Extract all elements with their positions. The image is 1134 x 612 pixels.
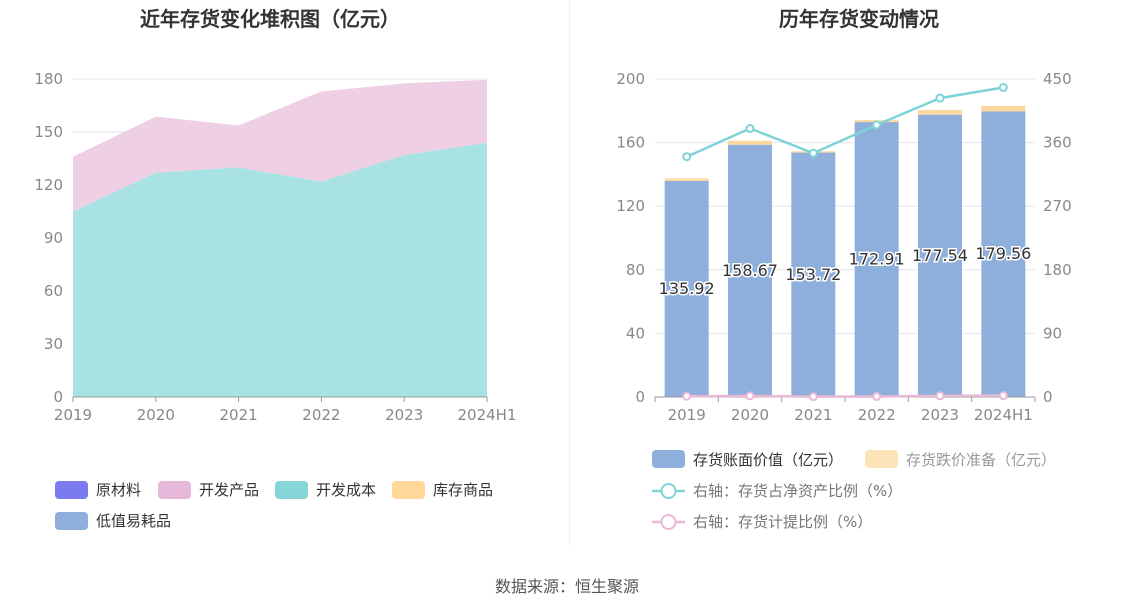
x-tick-label: 2021 xyxy=(220,406,258,424)
y-right-tick-label: 270 xyxy=(1043,197,1072,215)
line-point xyxy=(808,392,818,402)
y-left-tick-label: 160 xyxy=(616,134,645,152)
legend-line-marker xyxy=(660,514,677,530)
legend-line-marker xyxy=(660,483,677,499)
bar-book-value xyxy=(791,152,836,397)
line-point xyxy=(935,93,945,103)
legend-label: 开发产品 xyxy=(199,481,259,499)
legend-swatch xyxy=(392,481,425,499)
line-point xyxy=(682,391,692,401)
legend-swatch xyxy=(275,481,308,499)
y-left-tick-label: 0 xyxy=(635,388,645,406)
data-source-note: 数据来源：恒生聚源 xyxy=(494,577,639,596)
bar-value-label: 135.92 xyxy=(659,279,715,298)
legend-label: 存货跌价准备（亿元） xyxy=(906,451,1056,469)
y-right-tick-label: 0 xyxy=(1043,388,1053,406)
line-point xyxy=(872,392,882,402)
bar-value-label: 153.72 xyxy=(785,265,841,284)
y-tick-label: 180 xyxy=(34,70,63,88)
y-tick-label: 0 xyxy=(53,388,63,406)
y-tick-label: 150 xyxy=(34,123,63,141)
x-tick-label: 2024H1 xyxy=(458,406,517,424)
bar-book-value xyxy=(728,144,772,397)
x-tick-label: 2021 xyxy=(794,406,832,424)
inventory-stacked-area-chart: 近年存货变化堆积图（亿元） 0 30 60 90 120 150 180 2019 2020 202… xyxy=(34,7,517,530)
chart-title: 近年存货变化堆积图（亿元） xyxy=(140,7,400,31)
bar-book-value xyxy=(918,114,962,398)
line-point xyxy=(745,123,755,133)
line-point xyxy=(935,391,945,401)
x-tick-label: 2020 xyxy=(137,406,175,424)
line-point xyxy=(998,391,1008,401)
x-tick-label: 2024H1 xyxy=(974,406,1033,424)
line-point xyxy=(872,120,882,130)
y-tick-label: 120 xyxy=(34,176,63,194)
line-series xyxy=(686,86,1004,158)
bar-book-value xyxy=(664,180,709,397)
legend-swatch xyxy=(158,481,191,499)
bar-impairment xyxy=(918,109,962,115)
bar-impairment xyxy=(728,140,772,145)
y-tick-label: 30 xyxy=(44,335,63,353)
y-right-tick-label: 360 xyxy=(1043,134,1072,152)
y-right-tick-label: 180 xyxy=(1043,261,1072,279)
y-right-tick-label: 90 xyxy=(1043,324,1062,342)
x-tick-label: 2022 xyxy=(302,406,340,424)
inventory-change-bar-chart: 历年存货变动情况 0 40 80 120 160 200 0 90 180 270 360 450 201… xyxy=(616,7,1072,531)
line-point xyxy=(682,152,692,162)
legend-swatch xyxy=(652,450,685,468)
chart-title: 历年存货变动情况 xyxy=(779,7,939,31)
legend-label: 右轴：存货计提比例（%） xyxy=(693,513,872,531)
bar-value-label: 179.56 xyxy=(975,244,1031,263)
bar-impairment xyxy=(981,105,1026,112)
x-tick-label: 2020 xyxy=(731,406,769,424)
bar-book-value xyxy=(981,111,1026,397)
y-right-tick-label: 450 xyxy=(1043,70,1072,88)
area-开发产品 xyxy=(73,79,487,212)
line-point xyxy=(745,391,755,401)
bar-book-value xyxy=(854,122,899,398)
legend-label: 库存商品 xyxy=(433,481,493,499)
line-series xyxy=(686,394,1004,398)
x-tick-label: 2019 xyxy=(54,406,92,424)
y-left-tick-label: 40 xyxy=(626,324,645,342)
y-left-tick-label: 200 xyxy=(616,70,645,88)
y-left-tick-label: 120 xyxy=(616,197,645,215)
x-tick-label: 2023 xyxy=(385,406,423,424)
legend-label: 存货账面价值（亿元） xyxy=(693,451,843,469)
bar-value-label: 158.67 xyxy=(722,261,778,280)
y-tick-label: 60 xyxy=(44,282,63,300)
legend-label: 右轴：存货占净资产比例（%） xyxy=(693,482,902,500)
x-tick-label: 2023 xyxy=(921,406,959,424)
legend-label: 开发成本 xyxy=(316,481,376,499)
bar-impairment xyxy=(664,178,709,181)
x-tick-label: 2022 xyxy=(858,406,896,424)
x-tick-label: 2019 xyxy=(668,406,706,424)
y-left-tick-label: 80 xyxy=(626,261,645,279)
bar-value-label: 172.91 xyxy=(849,250,905,269)
legend-swatch xyxy=(865,450,898,468)
legend-swatch xyxy=(55,481,88,499)
bar-value-label: 177.54 xyxy=(912,246,968,265)
line-point xyxy=(998,82,1008,92)
legend-label: 低值易耗品 xyxy=(96,512,171,530)
legend-swatch xyxy=(55,512,88,530)
line-point xyxy=(808,148,818,158)
chart-divider xyxy=(569,0,570,545)
area-开发成本 xyxy=(73,142,487,397)
y-tick-label: 90 xyxy=(44,229,63,247)
legend-label: 原材料 xyxy=(96,481,141,499)
